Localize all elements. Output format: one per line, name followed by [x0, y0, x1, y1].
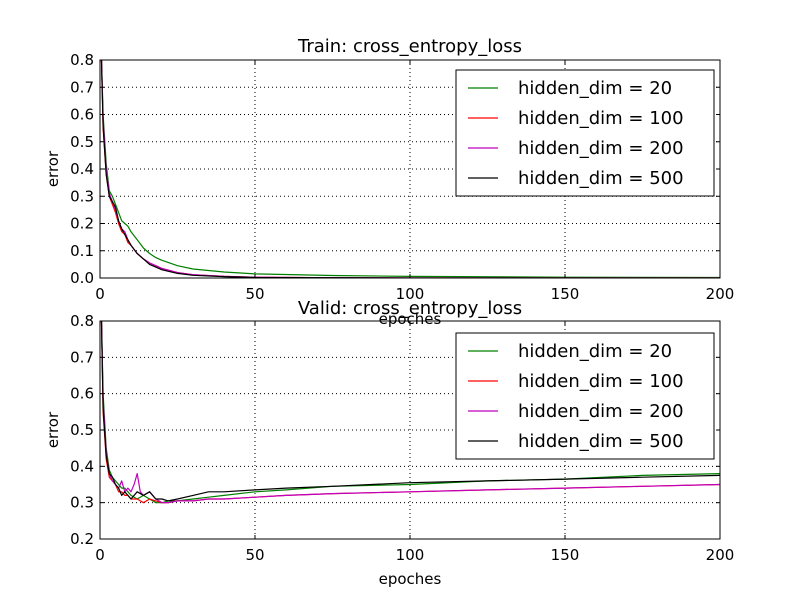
train-series-line-0 — [100, 60, 720, 278]
train-y-tick-label: 0.3 — [70, 187, 94, 205]
train-tick-labels: 0 50 100 150 200 0.0 0.1 0.2 0.3 0.4 0.5 0.6 0.7 0.8 — [70, 51, 734, 303]
valid-y-tick-label: 0.8 — [70, 312, 94, 330]
valid-tick-labels: 0 50 100 150 200 0.2 0.3 0.4 0.5 0.6 0.7 0.8 — [70, 312, 734, 564]
valid-x-tick-label: 50 — [245, 546, 264, 564]
valid-x-tick-label: 100 — [396, 546, 425, 564]
valid-y-tick-label: 0.6 — [70, 385, 94, 403]
valid-x-axis-label: epoches — [379, 570, 442, 588]
valid-y-axis-label: error — [44, 411, 62, 448]
train-x-axis-label: epoches — [379, 310, 442, 328]
valid-ticks — [99, 320, 721, 540]
valid-x-tick-label: 200 — [706, 546, 735, 564]
valid-legend-label-2: hidden_dim = 200 — [518, 401, 684, 422]
valid-series-line-3 — [100, 321, 720, 502]
valid-legend-box — [455, 332, 715, 460]
valid-legend-label-0: hidden_dim = 20 — [518, 341, 672, 362]
train-x-tick-label: 150 — [551, 285, 580, 303]
valid-y-tick-label: 0.7 — [70, 348, 94, 366]
train-chart: 0 50 100 150 2000.00.10.20.30.40.50.60.70.8 … — [44, 36, 734, 328]
valid-legend-label-3: hidden_dim = 500 — [518, 431, 684, 452]
valid-y-tick-label: 0.3 — [70, 494, 94, 512]
train-y-tick-label: 0.7 — [70, 78, 94, 96]
valid-y-tick-label: 0.5 — [70, 421, 94, 439]
valid-legend: hidden_dim = 20 hidden_dim = 100 hidden_di… — [455, 332, 715, 460]
train-legend-box — [455, 69, 715, 197]
valid-x-tick-label: 150 — [551, 546, 580, 564]
train-x-tick-label: 200 — [706, 285, 735, 303]
train-y-tick-label: 0.2 — [70, 215, 94, 233]
train-y-tick-label: 0.8 — [70, 51, 94, 69]
train-legend-label-0: hidden_dim = 20 — [518, 78, 672, 99]
train-title: Train: cross_entropy_loss — [297, 36, 522, 57]
train-legend-label-3: hidden_dim = 500 — [518, 168, 684, 189]
train-y-tick-label: 0.5 — [70, 133, 94, 151]
train-legend-label-1: hidden_dim = 100 — [518, 108, 684, 129]
train-y-tick-label: 0.1 — [70, 242, 94, 260]
train-ticks — [99, 59, 721, 279]
train-y-tick-label: 0.6 — [70, 106, 94, 124]
train-x-tick-label: 100 — [396, 285, 425, 303]
train-x-tick-label: 50 — [245, 285, 264, 303]
train-y-tick-label: 0.4 — [70, 160, 94, 178]
train-x-tick-label: 0 — [95, 285, 105, 303]
train-legend: hidden_dim = 20 hidden_dim = 100 hidden_di… — [455, 69, 715, 197]
valid-x-tick-label: 0 — [95, 546, 105, 564]
train-y-axis-label: error — [44, 150, 62, 187]
valid-legend-label-1: hidden_dim = 100 — [518, 371, 684, 392]
valid-y-tick-label: 0.2 — [70, 530, 94, 548]
valid-title: Valid: cross_entropy_loss — [298, 298, 522, 319]
train-legend-label-2: hidden_dim = 200 — [518, 138, 684, 159]
train-y-tick-label: 0.0 — [70, 269, 94, 287]
valid-y-tick-label: 0.4 — [70, 457, 94, 475]
valid-plot-area — [100, 321, 720, 504]
valid-chart: 0 50 100 150 200 0.2 0.3 0.4 0.5 0.6 0.7 0.8 Valid:… — [44, 298, 734, 588]
